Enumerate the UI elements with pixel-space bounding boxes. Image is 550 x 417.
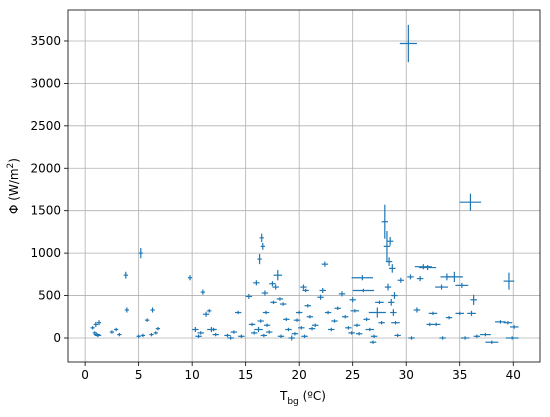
x-tick-label: 10 [185,368,200,382]
x-tick-label: 25 [345,368,360,382]
x-tick-label: 15 [238,368,253,382]
x-label-main: T [279,389,288,403]
x-tick-label: 35 [452,368,467,382]
plot-frame [67,9,541,363]
y-tick-label: 3000 [30,76,61,90]
x-tick-label: 20 [292,368,307,382]
y-tick-label: 500 [38,289,61,303]
x-axis-label: Tbg (ºC) [279,389,326,407]
y-tick-label: 2500 [30,119,61,133]
x-label-sub: bg [287,397,298,407]
x-tick-label: 0 [81,368,89,382]
y-tick-label: 1000 [30,246,61,260]
y-tick-label: 0 [53,331,61,345]
y-label-sup: 2 [6,163,16,169]
x-tick-label: 40 [506,368,521,382]
y-label-main: Φ (W/m [7,168,21,214]
y-tick-label: 2000 [30,161,61,175]
y-tick-label: 3500 [30,34,61,48]
x-label-rest: (ºC) [299,389,326,403]
y-label-rest: ) [7,158,21,163]
x-tick-label: 30 [399,368,414,382]
y-tick-label: 1500 [30,204,61,218]
x-tick-label: 5 [135,368,143,382]
y-axis-label: Φ (W/m2) [6,158,21,214]
